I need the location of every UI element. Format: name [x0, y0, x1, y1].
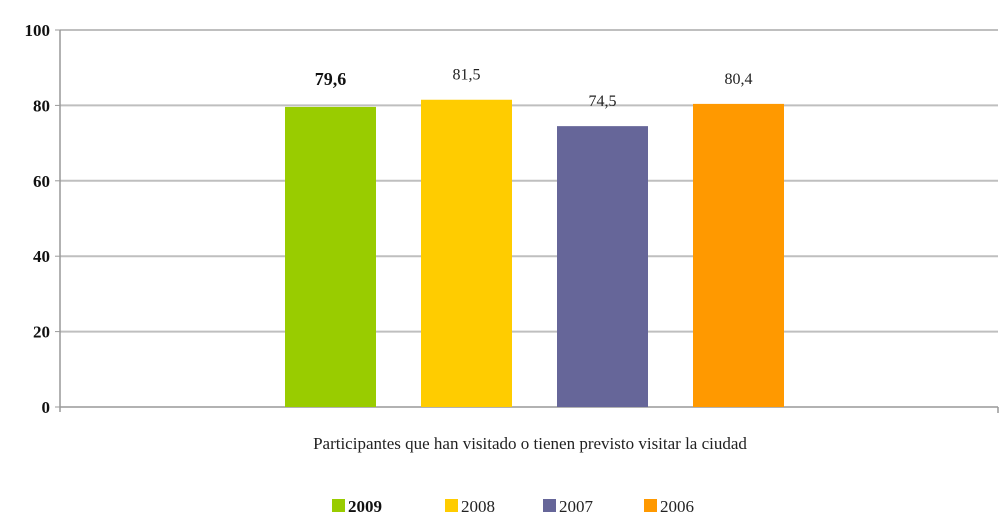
- legend-swatch-2008: [445, 499, 458, 512]
- data-label-2006: 80,4: [725, 71, 753, 88]
- data-label-2009: 79,6: [315, 69, 347, 89]
- data-label-2007: 74,5: [589, 93, 617, 110]
- legend-label-2009: 2009: [348, 497, 382, 516]
- legend-label-2006: 2006: [660, 497, 694, 516]
- y-tick-label: 40: [33, 247, 50, 266]
- bar-2007: [557, 126, 648, 407]
- legend-swatch-2007: [543, 499, 556, 512]
- y-tick-label: 60: [33, 172, 50, 191]
- y-tick-label: 100: [25, 21, 51, 40]
- legend-label-2008: 2008: [461, 497, 495, 516]
- legend-label-2007: 2007: [559, 497, 594, 516]
- data-label-2008: 81,5: [453, 67, 481, 84]
- bar-2006: [693, 103, 784, 407]
- legend-swatch-2009: [332, 499, 345, 512]
- y-tick-label: 0: [42, 398, 51, 417]
- x-category-label: Participantes que han visitado o tienen …: [313, 434, 747, 453]
- y-tick-label: 20: [33, 323, 50, 342]
- y-tick-label: 80: [33, 96, 50, 115]
- bar-2009: [285, 106, 376, 408]
- bar-2008: [421, 99, 512, 408]
- legend-swatch-2006: [644, 499, 657, 512]
